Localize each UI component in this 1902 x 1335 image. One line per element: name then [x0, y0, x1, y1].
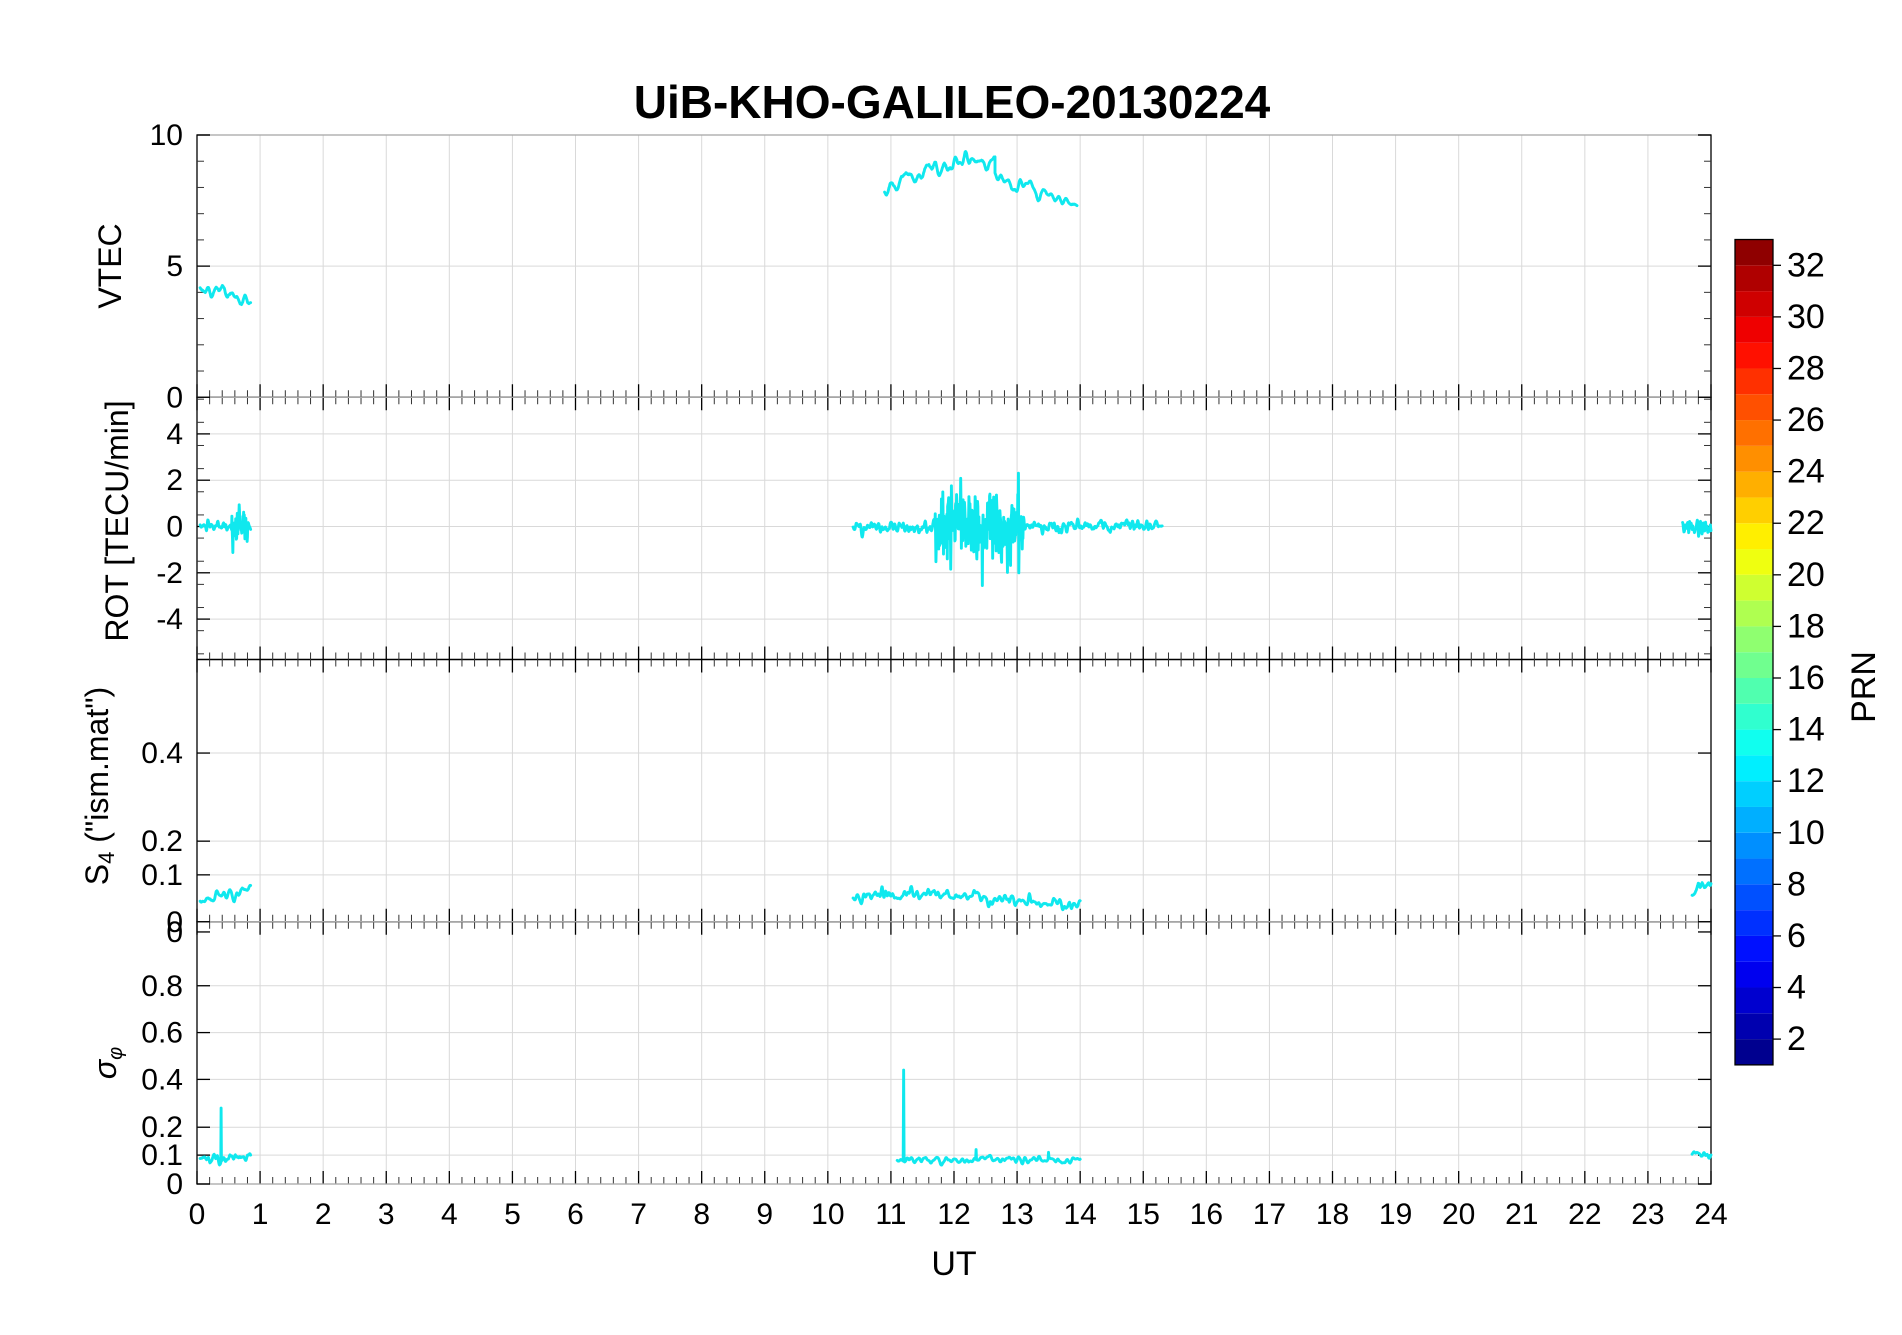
svg-text:32: 32 — [1787, 246, 1825, 284]
svg-text:0.4: 0.4 — [141, 1063, 183, 1096]
svg-text:0.4: 0.4 — [141, 737, 183, 770]
svg-text:2: 2 — [1787, 1020, 1806, 1058]
svg-text:9: 9 — [756, 1198, 773, 1231]
svg-text:7: 7 — [630, 1198, 647, 1231]
svg-text:0: 0 — [166, 511, 183, 544]
svg-text:5: 5 — [166, 250, 183, 283]
svg-text:26: 26 — [1787, 401, 1825, 439]
svg-text:0.1: 0.1 — [141, 859, 183, 892]
svg-text:10: 10 — [1787, 814, 1825, 852]
svg-text:6: 6 — [1787, 917, 1806, 955]
svg-text:4: 4 — [1787, 969, 1806, 1007]
svg-text:23: 23 — [1631, 1198, 1664, 1231]
svg-text:VTEC: VTEC — [92, 223, 128, 308]
svg-text:20: 20 — [1442, 1198, 1475, 1231]
svg-text:10: 10 — [150, 119, 183, 152]
svg-text:20: 20 — [1787, 556, 1825, 594]
svg-text:0: 0 — [166, 381, 183, 414]
svg-text:0: 0 — [189, 1198, 206, 1231]
svg-text:11: 11 — [875, 1198, 906, 1231]
svg-text:18: 18 — [1316, 1198, 1349, 1231]
svg-text:ROT [TECU/min]: ROT [TECU/min] — [99, 400, 135, 641]
svg-text:2: 2 — [166, 464, 183, 497]
svg-text:16: 16 — [1190, 1198, 1223, 1231]
svg-text:2: 2 — [315, 1198, 332, 1231]
svg-text:4: 4 — [441, 1198, 458, 1231]
svg-text:4: 4 — [166, 418, 183, 451]
svg-text:21: 21 — [1505, 1198, 1538, 1231]
svg-text:0: 0 — [166, 916, 183, 949]
svg-text:8: 8 — [1787, 865, 1806, 903]
svg-text:15: 15 — [1127, 1198, 1160, 1231]
svg-text:14: 14 — [1787, 711, 1825, 749]
svg-text:13: 13 — [1000, 1198, 1033, 1231]
svg-text:28: 28 — [1787, 349, 1825, 387]
svg-text:24: 24 — [1694, 1198, 1727, 1231]
svg-text:14: 14 — [1063, 1198, 1096, 1231]
svg-text:18: 18 — [1787, 607, 1825, 645]
svg-text:-2: -2 — [156, 557, 183, 590]
svg-text:12: 12 — [937, 1198, 970, 1231]
svg-text:PRN: PRN — [1845, 651, 1883, 723]
svg-text:12: 12 — [1787, 762, 1825, 800]
svg-text:6: 6 — [567, 1198, 584, 1231]
svg-text:UiB-KHO-GALILEO-20130224: UiB-KHO-GALILEO-20130224 — [634, 76, 1271, 128]
svg-text:0.8: 0.8 — [141, 970, 183, 1003]
svg-text:0: 0 — [166, 1168, 183, 1201]
svg-text:16: 16 — [1787, 659, 1825, 697]
svg-text:5: 5 — [504, 1198, 521, 1231]
svg-text:1: 1 — [252, 1198, 269, 1231]
svg-text:24: 24 — [1787, 453, 1825, 491]
svg-text:10: 10 — [811, 1198, 844, 1231]
svg-text:0.2: 0.2 — [141, 825, 183, 858]
svg-text:17: 17 — [1253, 1198, 1286, 1231]
svg-text:30: 30 — [1787, 298, 1825, 336]
svg-text:0.6: 0.6 — [141, 1017, 183, 1050]
svg-text:22: 22 — [1787, 504, 1825, 542]
svg-text:3: 3 — [378, 1198, 395, 1231]
svg-text:8: 8 — [693, 1198, 710, 1231]
svg-text:-4: -4 — [156, 603, 183, 636]
svg-text:19: 19 — [1379, 1198, 1412, 1231]
svg-text:UT: UT — [931, 1245, 976, 1283]
svg-text:22: 22 — [1568, 1198, 1601, 1231]
